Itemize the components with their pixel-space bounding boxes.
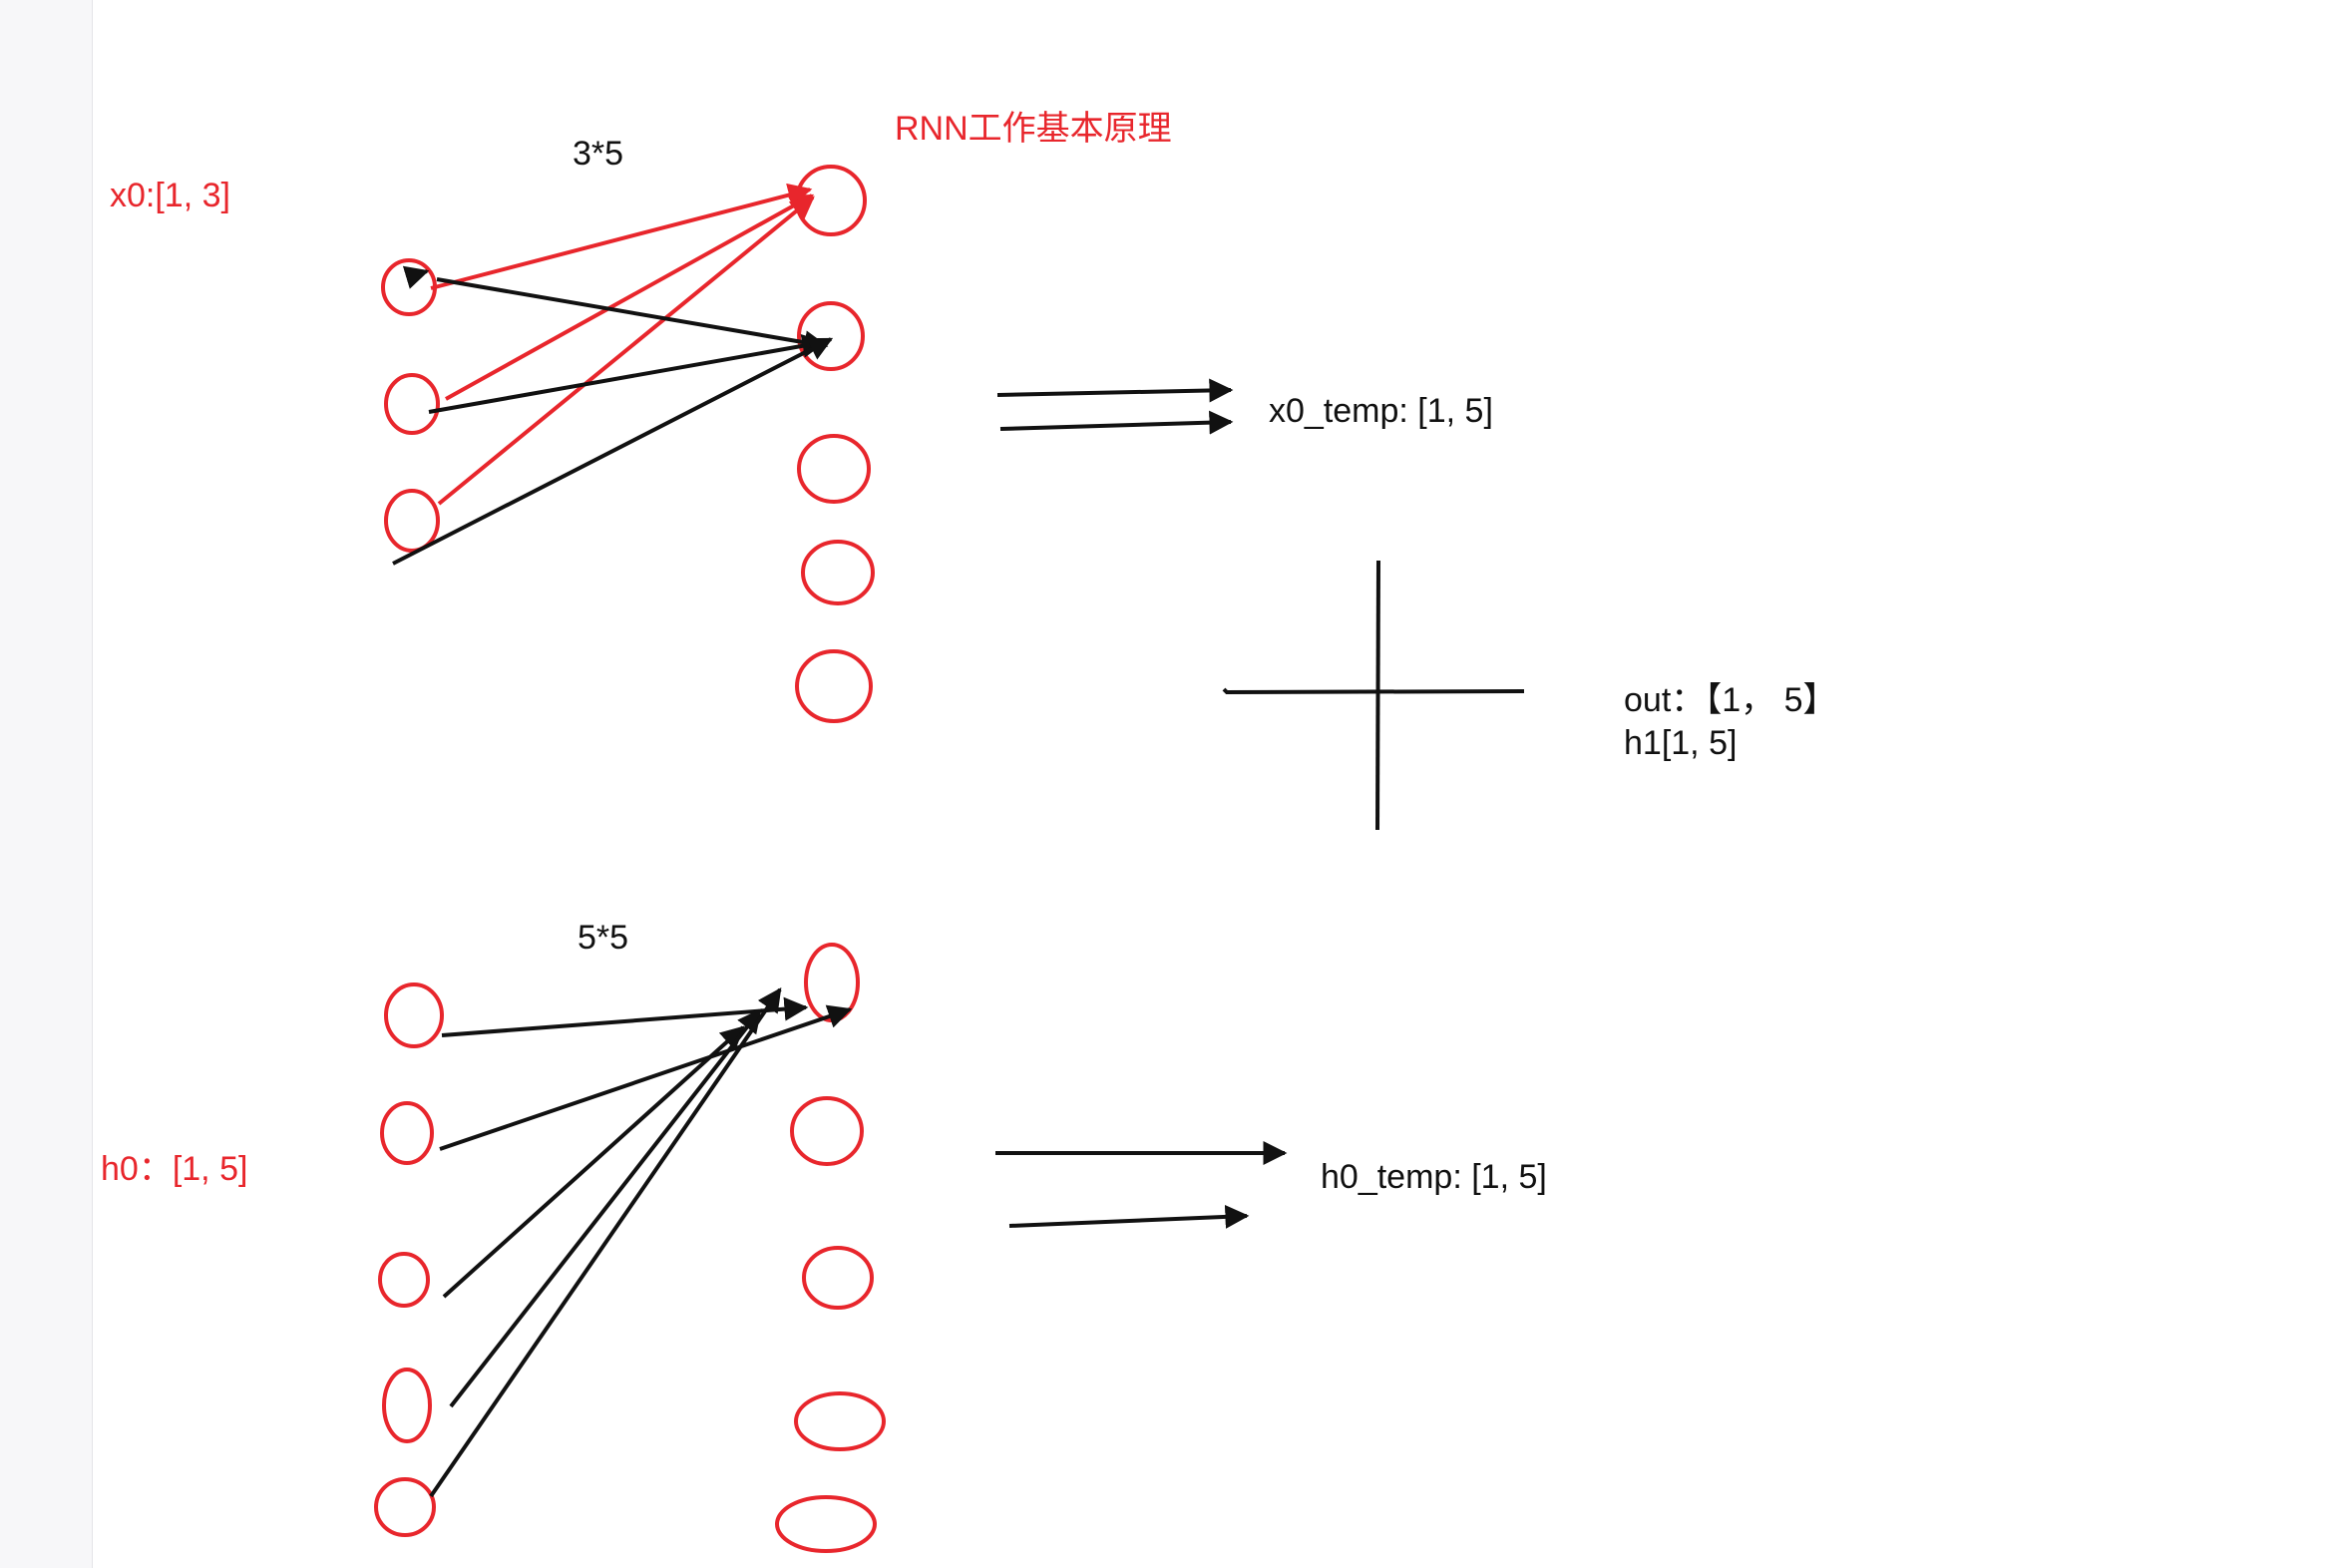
x-output-neuron bbox=[795, 649, 873, 723]
hidden-input-label: h0：[1, 5] bbox=[101, 1150, 248, 1188]
h-temp-label: h0_temp: [1, 5] bbox=[1321, 1158, 1547, 1196]
red-connection-arrow bbox=[430, 183, 813, 290]
input-neuron bbox=[384, 489, 440, 553]
red-weight-connections bbox=[430, 183, 815, 506]
diagram-title: RNN工作基本原理 bbox=[895, 110, 1172, 148]
left-margin-gutter bbox=[0, 0, 93, 1568]
black-connection-arrow bbox=[436, 277, 829, 355]
x-result-arrow bbox=[996, 378, 1234, 403]
hidden-connection-arrow bbox=[442, 1025, 745, 1299]
x-result-arrow bbox=[999, 410, 1234, 435]
h-output-neurons bbox=[775, 943, 886, 1553]
hidden-connection-arrow bbox=[449, 1008, 762, 1408]
hidden-input-neuron bbox=[380, 1101, 434, 1165]
hidden-connection-arrow bbox=[429, 987, 782, 1498]
x-output-neurons bbox=[795, 165, 875, 723]
plus-icon bbox=[1222, 560, 1525, 831]
input-label: x0:[1, 3] bbox=[110, 177, 230, 214]
weight-shape-bottom: 5*5 bbox=[578, 919, 629, 957]
h-output-neuron bbox=[804, 943, 860, 1022]
input-neuron bbox=[381, 258, 437, 316]
hidden-input-neuron bbox=[374, 1477, 436, 1537]
hidden-input-neuron bbox=[382, 1368, 432, 1443]
x-output-neuron bbox=[797, 301, 865, 371]
hidden-input-neuron bbox=[378, 1252, 430, 1308]
red-connection-arrow bbox=[437, 196, 815, 506]
h-output-neuron bbox=[794, 1391, 886, 1451]
weight-shape-top: 3*5 bbox=[573, 135, 624, 173]
output-label: out：【1， 5】 bbox=[1624, 681, 1837, 719]
result-arrows bbox=[995, 378, 1288, 1229]
input-neurons bbox=[381, 258, 440, 553]
input-neuron bbox=[384, 373, 440, 435]
black-connection-arrow bbox=[428, 333, 827, 414]
h-output-neuron bbox=[790, 1096, 864, 1166]
x-temp-label: x0_temp: [1, 5] bbox=[1269, 392, 1493, 430]
x-output-neuron bbox=[797, 434, 871, 504]
x-output-neuron bbox=[801, 540, 875, 605]
hidden-input-neuron bbox=[384, 982, 444, 1048]
h-output-neuron bbox=[802, 1246, 874, 1310]
red-connection-arrow bbox=[445, 194, 815, 401]
small-arrow bbox=[402, 265, 430, 289]
hidden-weight-connections bbox=[429, 987, 853, 1498]
black-weight-connections bbox=[392, 265, 834, 566]
h1-label: h1[1, 5] bbox=[1624, 724, 1738, 762]
hidden-connection-arrow bbox=[439, 1004, 853, 1151]
black-connection-arrow bbox=[392, 337, 834, 566]
h-output-neuron bbox=[775, 1495, 877, 1553]
hidden-input-neurons bbox=[374, 982, 444, 1537]
h-result-arrow bbox=[1008, 1204, 1250, 1229]
